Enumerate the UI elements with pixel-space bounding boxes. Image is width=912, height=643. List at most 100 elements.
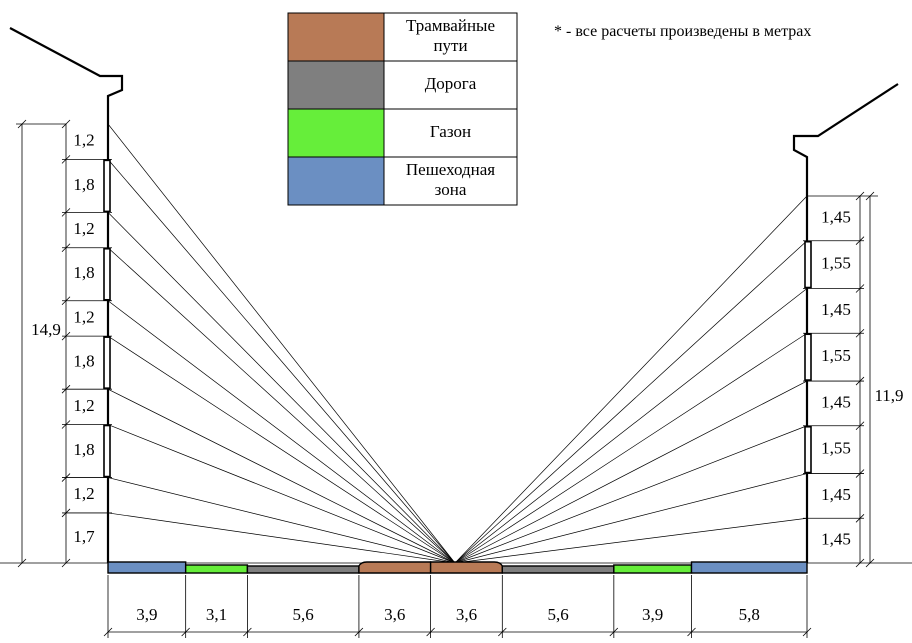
right-floor-height-label: 1,55 (821, 439, 851, 458)
left-floor-tick (61, 558, 71, 568)
left-facade-ledge (103, 336, 111, 389)
right-total-tick (865, 191, 875, 201)
street-zone-lawn (184, 564, 249, 574)
street-zone-road (246, 565, 360, 574)
left-floor-height-label: 1,2 (73, 396, 94, 415)
legend-swatch (287, 156, 385, 206)
right-floor-tick (855, 191, 865, 201)
left-floor-height-label: 1,2 (73, 131, 94, 150)
left-floor-height-label: 1,2 (73, 307, 94, 326)
left-facade-ledge (103, 159, 111, 213)
right-floor-height-label: 1,45 (821, 530, 851, 549)
right-total-tick (865, 558, 875, 568)
right-floor-height-label: 1,45 (821, 300, 851, 319)
right-sight-ray (454, 288, 808, 564)
right-sight-ray (454, 195, 808, 564)
left-sight-ray (107, 300, 456, 564)
street-zone-tram (358, 561, 432, 574)
left-floor-height-label: 1,8 (73, 263, 94, 282)
left-sight-ray (107, 159, 456, 564)
street-zone-pedestrian (690, 561, 808, 574)
street-zone-pedestrian (107, 561, 187, 574)
left-floor-height-label: 1,2 (73, 484, 94, 503)
left-floor-height-label: 1,8 (73, 440, 94, 459)
right-sight-ray (454, 517, 808, 564)
street-dimension-tick (103, 627, 113, 637)
street-segment-width-label: 3,6 (384, 605, 405, 624)
right-facade-ledge (804, 240, 812, 289)
right-sight-ray (454, 425, 808, 564)
right-floor-height-label: 1,55 (821, 346, 851, 365)
left-sight-ray (107, 388, 456, 564)
left-sight-ray (107, 123, 456, 564)
street-dimension-tick (609, 627, 619, 637)
street-segment-width-label: 5,8 (739, 605, 760, 624)
left-floor-height-label: 1,8 (73, 175, 94, 194)
legend-label: Газон (430, 122, 471, 141)
legend-label-cell (383, 60, 518, 110)
right-floor-tick (855, 558, 865, 568)
right-floor-height-label: 1,45 (821, 392, 851, 411)
right-total-height-label: 11,9 (874, 386, 903, 405)
right-sight-ray (454, 332, 808, 564)
right-sight-ray (454, 240, 808, 564)
right-floor-height-label: 1,45 (821, 207, 851, 226)
street-segment-width-label: 3,9 (642, 605, 663, 624)
street-segment-width-label: 5,6 (547, 605, 568, 624)
right-building-dimensions: 11,9 1,45 1,55 1,45 1,55 1,45 1,55 1,45 1,45 (803, 191, 904, 568)
left-sight-ray (107, 477, 456, 564)
street-zone-tram (429, 561, 504, 574)
left-sight-ray (107, 424, 456, 564)
street-zone-road (501, 565, 615, 574)
legend-label: Дорога (425, 74, 477, 93)
right-floor-height-label: 1,55 (821, 254, 851, 273)
right-floor-height-label: 1,45 (821, 485, 851, 504)
legend-label-cell (383, 108, 518, 158)
legend-swatch (287, 60, 385, 110)
legend-label: Пешеходная (406, 160, 495, 179)
legend-swatch (287, 12, 385, 62)
legend-swatch (287, 108, 385, 158)
street-surface (107, 561, 808, 574)
left-total-height-label: 14,9 (31, 320, 61, 339)
street-dimension-tick (802, 627, 812, 637)
left-floor-height-label: 1,8 (73, 352, 94, 371)
legend-label-cell (383, 12, 518, 62)
street-width-dimensions: 3,9 3,1 5,6 3,6 3,6 5,6 3,9 5,8 (103, 575, 812, 638)
street-dimension-tick (426, 627, 435, 637)
right-building-facade (792, 83, 899, 563)
sight-rays (107, 123, 808, 564)
street-segment-width-label: 3,9 (136, 605, 157, 624)
left-facade-ledge (103, 424, 111, 478)
street-segment-width-label: 5,6 (293, 605, 314, 624)
left-floor-tick (61, 119, 71, 129)
street-dimension-tick (181, 627, 190, 637)
right-facade-ledge (804, 425, 812, 474)
left-building-dimensions: 14,9 1,2 1,8 1,2 1,8 1,2 1,8 1,2 1,8 1,2 1,7 (16, 119, 112, 568)
left-floor-height-label: 1,7 (73, 527, 95, 546)
left-facade-ledge (103, 247, 111, 301)
street-dimension-tick (354, 627, 364, 637)
street-dimension-tick (243, 627, 252, 637)
right-sight-ray (454, 380, 808, 564)
left-sight-ray (107, 335, 456, 564)
right-facade-ledge (804, 333, 812, 381)
legend-label: Трамвайные (406, 16, 495, 35)
left-sight-ray (107, 512, 456, 564)
street-dimension-tick (687, 627, 696, 637)
legend-label: зона (435, 180, 467, 199)
units-note: * - все расчеты произведены в метрах (554, 23, 811, 40)
left-sight-ray (107, 212, 456, 564)
left-total-tick (17, 119, 27, 129)
street-dimension-tick (498, 627, 507, 637)
street-segment-width-label: 3,6 (456, 605, 477, 624)
street-segment-width-label: 3,1 (206, 605, 227, 624)
street-zone-lawn (613, 564, 693, 574)
left-floor-height-label: 1,2 (73, 219, 94, 238)
right-sight-ray (454, 473, 808, 564)
legend-label-cell (383, 156, 518, 206)
left-total-tick (17, 558, 27, 568)
left-sight-ray (107, 247, 456, 564)
